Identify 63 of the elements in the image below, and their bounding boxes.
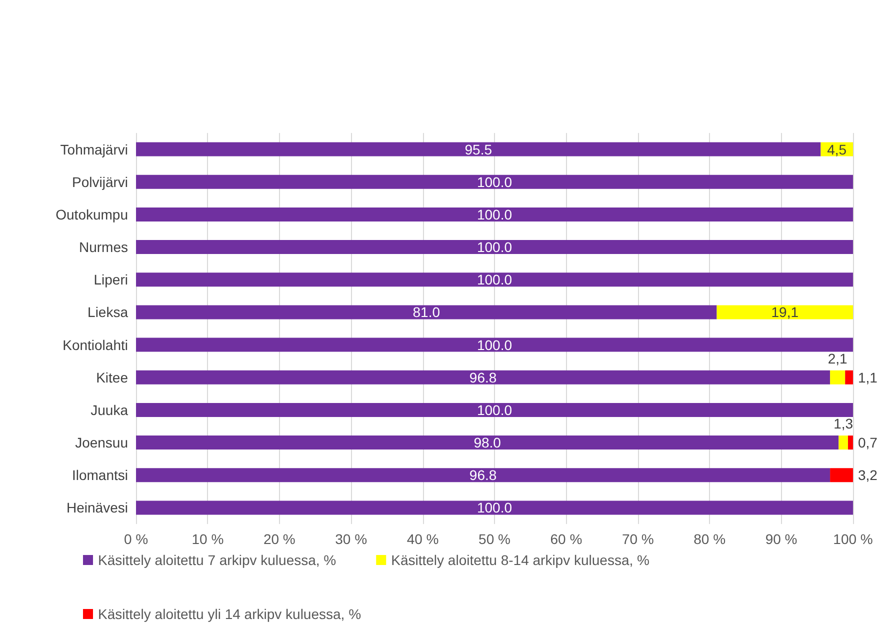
data-label: 4,5 <box>827 141 847 158</box>
y-tick-label: Polvijärvi <box>72 174 128 190</box>
y-tick-label: Juuka <box>90 402 128 418</box>
data-label: 100.0 <box>476 336 512 353</box>
data-label: 95.5 <box>464 141 492 158</box>
y-tick-label: Kitee <box>96 369 128 386</box>
x-tick-label: 100 % <box>833 531 873 547</box>
data-label: 3,2 <box>858 467 878 484</box>
bar <box>136 240 853 254</box>
bar <box>136 402 853 417</box>
data-label: 100.0 <box>476 402 512 418</box>
bar <box>830 370 846 384</box>
data-label: 2,1 <box>828 350 848 366</box>
x-tick-label: 30 % <box>335 531 368 547</box>
y-tick-label: Nurmes <box>78 239 128 256</box>
data-label: 0,7 <box>858 434 878 451</box>
y-tick-label: Tohmajärvi <box>60 141 128 158</box>
x-tick-label: 70 % <box>622 531 654 547</box>
data-label: 100.0 <box>476 206 512 222</box>
bar <box>136 142 821 156</box>
bar <box>136 272 853 287</box>
bar <box>848 436 853 450</box>
x-tick-label: 50 % <box>478 531 510 547</box>
y-tick-label: Outokumpu <box>56 206 128 222</box>
x-tick-label: 10 % <box>192 531 224 547</box>
x-tick-label: 90 % <box>765 531 798 547</box>
data-label: 96.8 <box>469 369 497 386</box>
data-label: 19,1 <box>771 304 799 320</box>
x-tick-label: 40 % <box>406 531 439 547</box>
legend-label: Käsittely aloitettu 8-14 arkipv kuluessa, % <box>391 552 650 568</box>
bar <box>136 500 853 515</box>
data-label: 100.0 <box>476 239 512 256</box>
bar <box>136 305 717 320</box>
data-label: 100.0 <box>476 174 512 190</box>
y-tick-label: Kontiolahti <box>62 336 128 353</box>
x-tick-label: 0 % <box>124 531 148 547</box>
legend-label: Käsittely aloitettu yli 14 arkipv kuluessa, % <box>98 606 362 622</box>
data-label: 100.0 <box>476 500 512 516</box>
data-label: 96.8 <box>469 467 497 484</box>
bar <box>136 338 853 352</box>
data-label: 100.0 <box>476 272 512 288</box>
x-tick-label: 60 % <box>550 531 582 547</box>
bar <box>830 468 853 482</box>
y-tick-label: Heinävesi <box>66 500 128 516</box>
bar <box>136 436 839 450</box>
x-tick-label: 80 % <box>694 531 726 547</box>
data-label: 81.0 <box>412 304 440 320</box>
y-tick-label: Joensuu <box>75 434 128 451</box>
data-label: 1,1 <box>858 369 878 386</box>
bar <box>136 207 853 222</box>
data-label: 98.0 <box>474 434 502 451</box>
bar <box>716 305 853 320</box>
bar <box>136 468 830 482</box>
data-label: 1,3 <box>834 416 854 432</box>
y-tick-label: Ilomantsi <box>72 467 128 484</box>
legend-label: Käsittely aloitettu 7 arkipv kuluessa, % <box>98 552 336 568</box>
x-tick-label: 20 % <box>263 531 296 547</box>
bar <box>136 370 830 384</box>
y-tick-label: Liperi <box>94 272 128 288</box>
bar <box>845 370 853 384</box>
bar <box>838 436 848 450</box>
y-tick-label: Lieksa <box>88 304 128 320</box>
bar <box>136 174 853 189</box>
